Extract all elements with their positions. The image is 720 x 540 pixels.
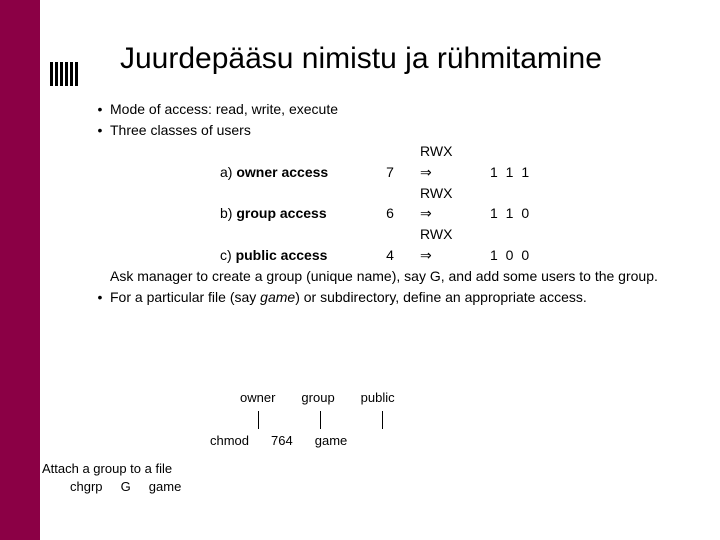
rwx-label: RWX — [420, 142, 490, 161]
chmod-diagram: owner group public chmod 764 game — [240, 390, 450, 448]
access-octal: 7 — [360, 163, 420, 182]
bullet-item: • Mode of access: read, write, execute — [90, 100, 690, 119]
bullet-text: For a particular file (say game) or subd… — [110, 288, 690, 307]
attach-cmd-row: chgrp G game — [42, 478, 181, 496]
chmod-cmd-name: chmod — [210, 433, 249, 448]
arrow-icon: ⇒ — [420, 163, 490, 182]
bullet-text: Mode of access: read, write, execute — [110, 100, 690, 119]
rwx-label: RWX — [420, 184, 490, 203]
vline-icon — [320, 411, 321, 429]
bullet-dot-icon: • — [90, 288, 110, 307]
access-label-bold: owner access — [236, 164, 328, 180]
access-row: RWX — [110, 184, 690, 203]
bullet-dot-icon: • — [90, 121, 110, 140]
access-label-prefix: b) — [220, 205, 236, 221]
chgrp-cmd: chgrp — [70, 479, 103, 494]
chmod-label-public: public — [361, 390, 395, 405]
slide: Juurdepääsu nimistu ja rühmitamine • Mod… — [0, 0, 720, 540]
chmod-cmd-value: 764 — [271, 433, 293, 448]
access-bits: 1 0 0 — [490, 246, 550, 265]
access-octal: 6 — [360, 204, 420, 223]
access-label-prefix: a) — [220, 164, 236, 180]
access-octal: 4 — [360, 246, 420, 265]
vline-icon — [382, 411, 383, 429]
content-area: • Mode of access: read, write, execute •… — [90, 100, 690, 309]
bullet-text: Three classes of users — [110, 121, 690, 140]
chmod-command-row: chmod 764 game — [240, 433, 450, 448]
access-row-group: b) group access 6 ⇒ 1 1 0 — [110, 204, 690, 223]
access-bits: 1 1 1 — [490, 163, 550, 182]
barcode-logo-icon — [50, 62, 78, 86]
arrow-icon: ⇒ — [420, 204, 490, 223]
bullet-dot-icon: • — [90, 100, 110, 119]
left-accent-bar — [0, 0, 40, 540]
access-label-prefix: c) — [220, 247, 236, 263]
chmod-connector-lines — [240, 411, 450, 431]
vline-icon — [258, 411, 259, 429]
arrow-icon: ⇒ — [420, 246, 490, 265]
access-row-public: c) public access 4 ⇒ 1 0 0 — [110, 246, 690, 265]
access-row-owner: a) owner access 7 ⇒ 1 1 1 — [110, 163, 690, 182]
group-instruction-text: Ask manager to create a group (unique na… — [110, 267, 690, 286]
attach-group-block: Attach a group to a file chgrp G game — [42, 460, 181, 495]
access-bits: 1 1 0 — [490, 204, 550, 223]
chmod-labels-row: owner group public — [240, 390, 450, 405]
chmod-label-group: group — [301, 390, 334, 405]
access-row: RWX — [110, 142, 690, 161]
chgrp-target: game — [149, 479, 182, 494]
access-label-bold: public access — [236, 247, 328, 263]
chmod-cmd-target: game — [315, 433, 348, 448]
slide-title: Juurdepääsu nimistu ja rühmitamine — [120, 42, 602, 76]
attach-line1: Attach a group to a file — [42, 460, 181, 478]
access-row: RWX — [110, 225, 690, 244]
chgrp-group: G — [121, 479, 131, 494]
bullet-item: • For a particular file (say game) or su… — [90, 288, 690, 307]
access-label-bold: group access — [236, 205, 326, 221]
rwx-label: RWX — [420, 225, 490, 244]
bullet-item: • Three classes of users — [90, 121, 690, 140]
chmod-label-owner: owner — [240, 390, 275, 405]
